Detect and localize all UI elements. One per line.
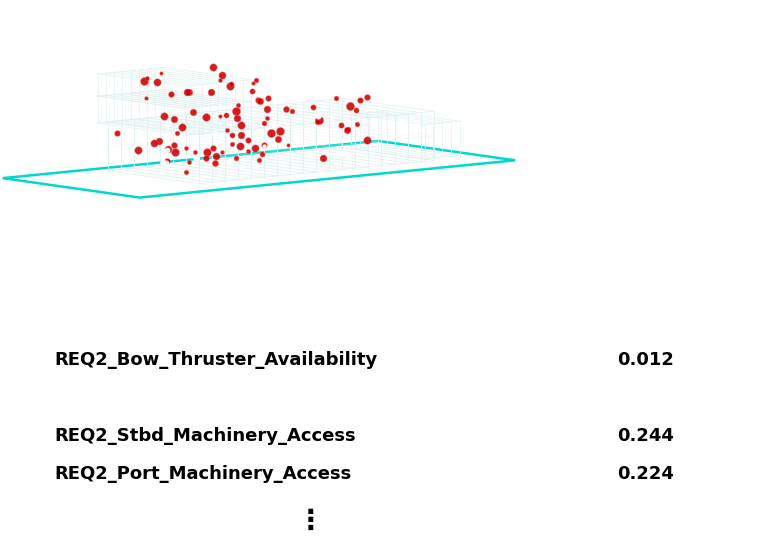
Text: REQ2_Bow_Thruster_Availability: REQ2_Bow_Thruster_Availability bbox=[54, 351, 378, 369]
Text: REQ2_Stbd_Machinery_Access: REQ2_Stbd_Machinery_Access bbox=[54, 427, 356, 445]
Text: 0.012: 0.012 bbox=[617, 351, 674, 369]
Text: ⋮: ⋮ bbox=[296, 507, 324, 535]
Text: 0.224: 0.224 bbox=[617, 465, 674, 483]
Text: REQ2_Port_Machinery_Access: REQ2_Port_Machinery_Access bbox=[54, 465, 352, 483]
Text: 0.244: 0.244 bbox=[617, 427, 674, 445]
